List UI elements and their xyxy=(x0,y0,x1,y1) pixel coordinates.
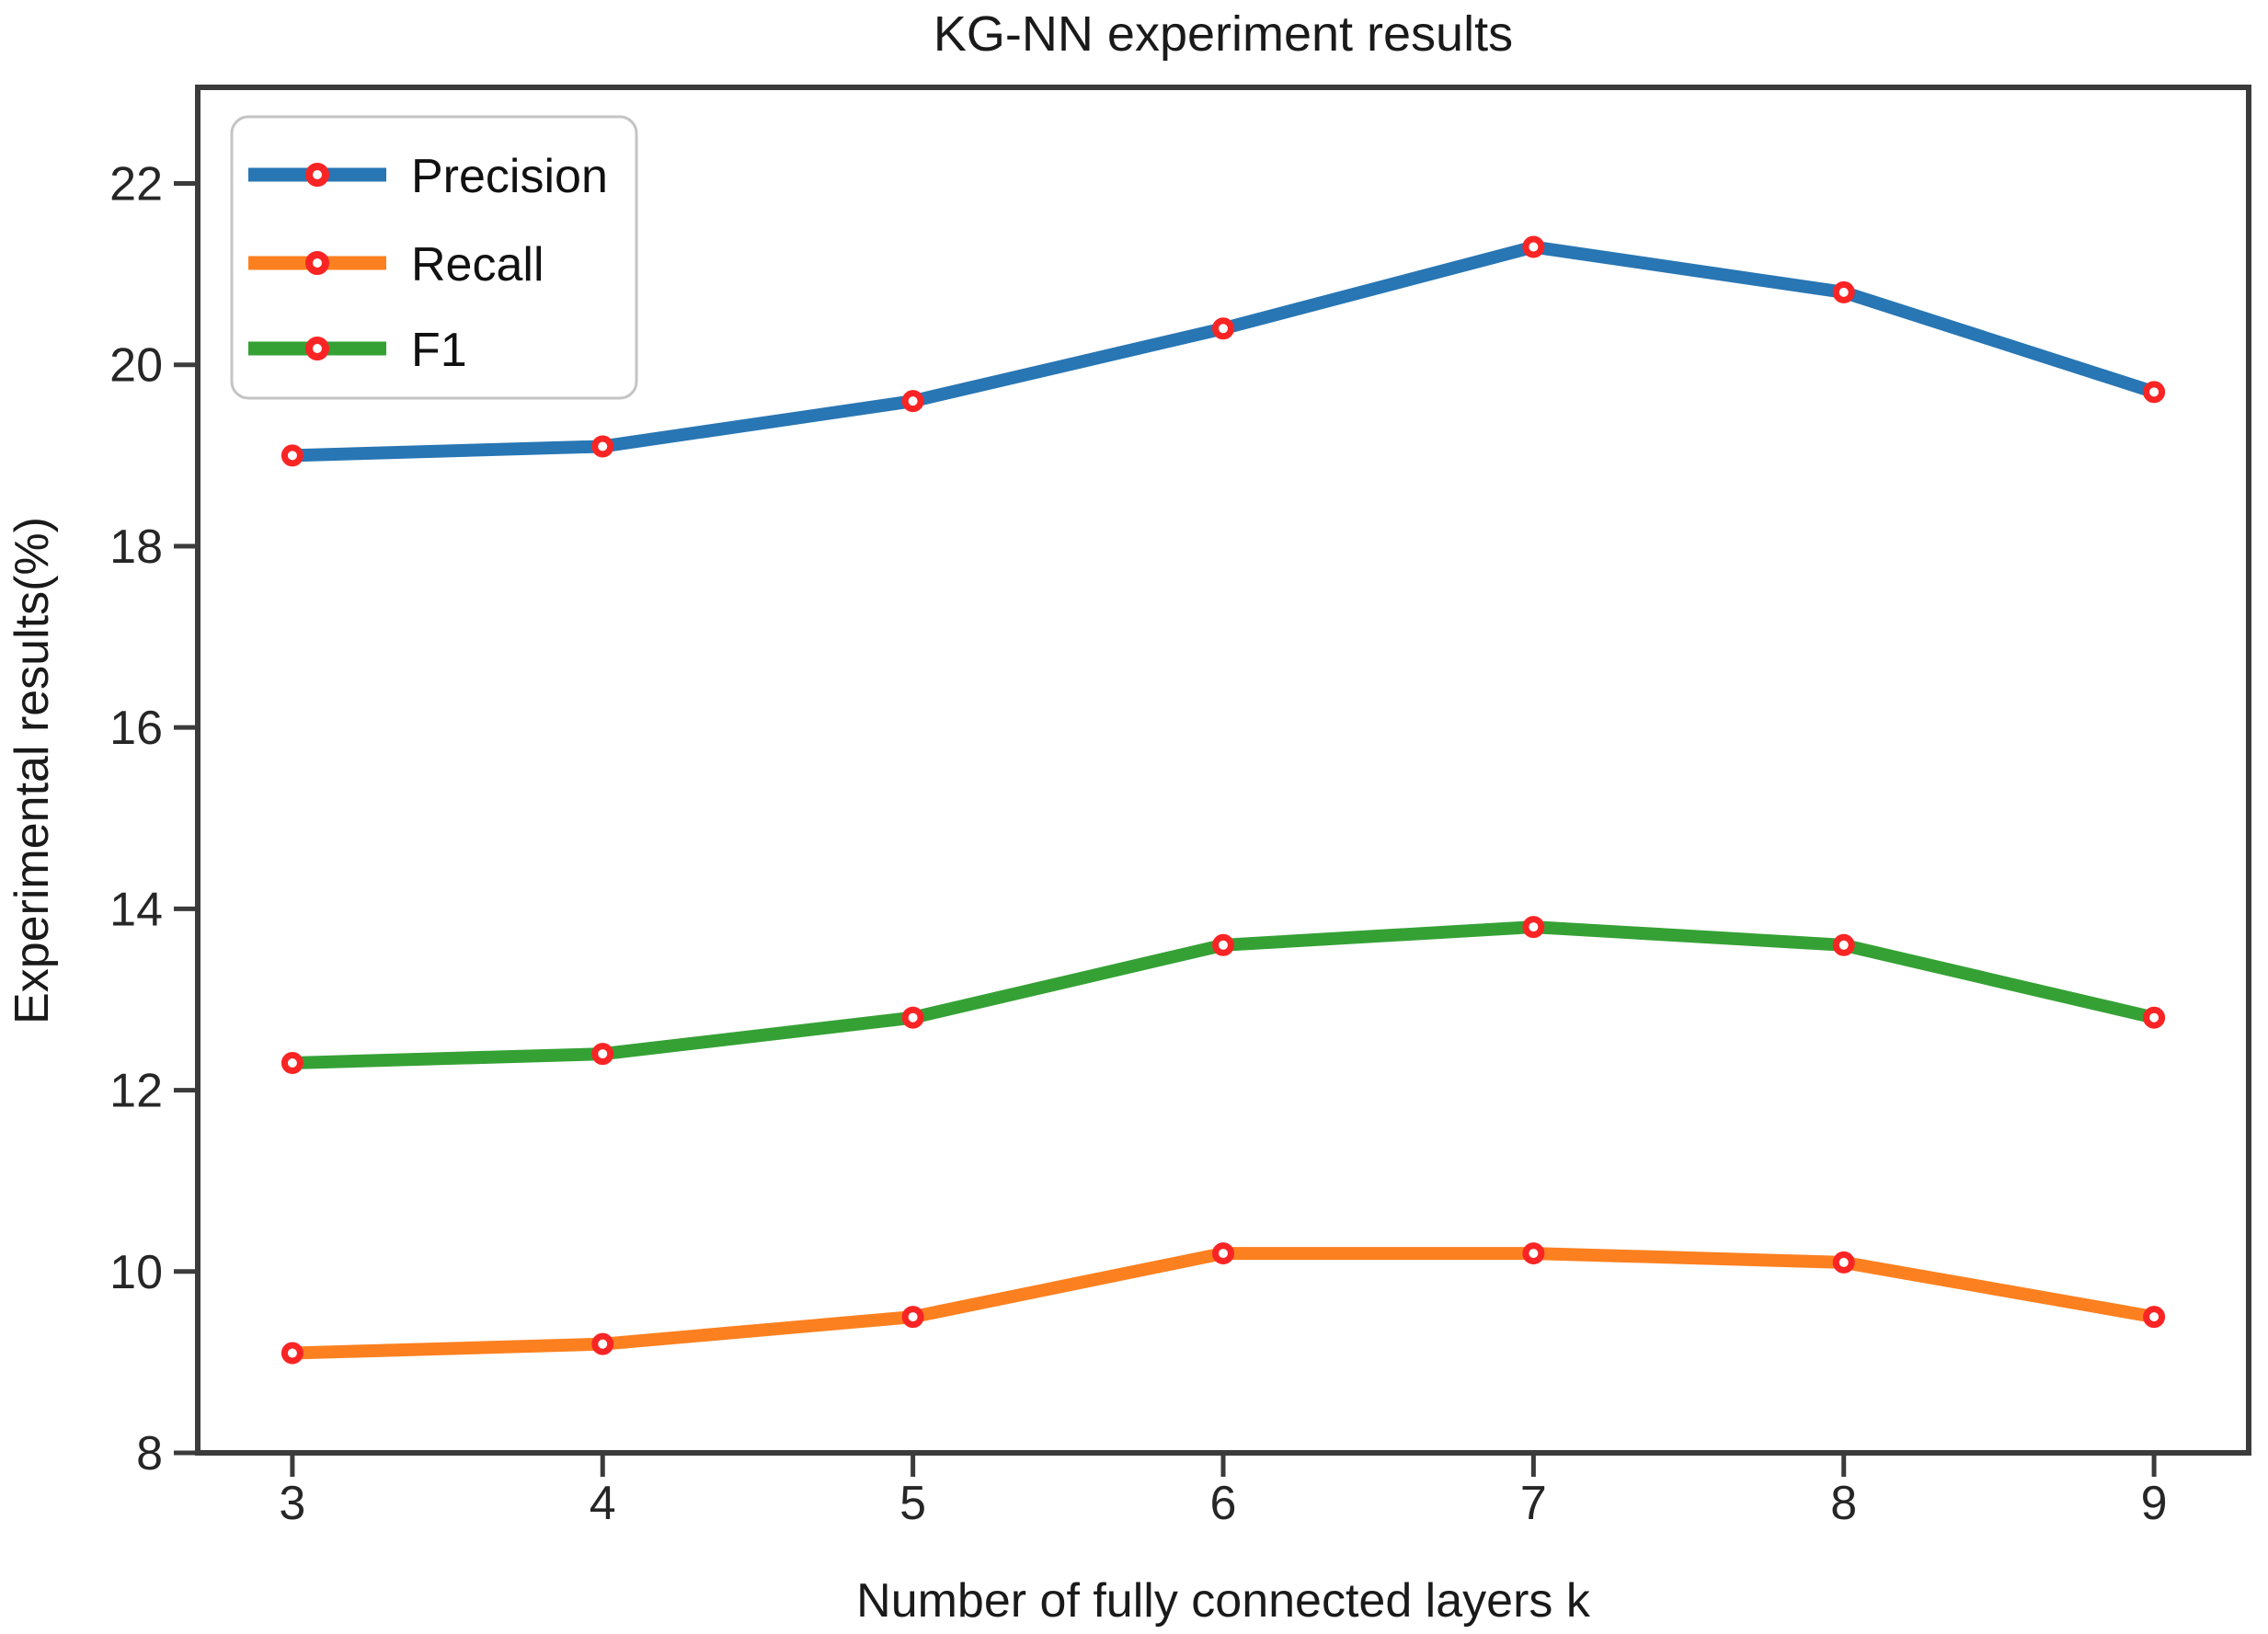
legend-label-f1: F1 xyxy=(411,324,467,377)
y-tick-label: 14 xyxy=(109,883,163,936)
x-tick-label: 6 xyxy=(1210,1477,1237,1530)
plot-border xyxy=(195,85,2251,1456)
marker-precision-k7 xyxy=(1522,235,1545,258)
marker-f1-k7 xyxy=(1522,916,1545,939)
marker-precision-k4 xyxy=(591,435,614,458)
marker-recall-k7 xyxy=(1522,1242,1545,1265)
marker-recall-k6 xyxy=(1212,1242,1234,1265)
axis-ticks: 8 10 12 14 16 18 20 22 3 4 5 6 7 8 9 xyxy=(109,158,2167,1530)
y-tick-label: 10 xyxy=(109,1246,163,1299)
legend-marker-recall xyxy=(305,251,329,275)
marker-recall-k4 xyxy=(591,1332,614,1355)
x-tick-label: 7 xyxy=(1520,1477,1547,1530)
x-tick-label: 3 xyxy=(279,1477,305,1530)
x-tick-label: 9 xyxy=(2141,1477,2168,1530)
marker-precision-k3 xyxy=(281,444,304,467)
marker-f1-k5 xyxy=(901,1006,924,1029)
y-axis-label: Experimental results(%) xyxy=(6,517,59,1024)
x-tick-label: 8 xyxy=(1830,1477,1857,1530)
y-tick-label: 8 xyxy=(136,1427,163,1480)
legend-label-precision: Precision xyxy=(411,150,608,203)
legend-entries: Precision Recall F1 xyxy=(248,150,608,377)
marker-precision-k6 xyxy=(1212,317,1234,340)
marker-precision-k8 xyxy=(1832,280,1855,303)
y-tick-label: 12 xyxy=(109,1065,163,1118)
y-tick-label: 22 xyxy=(109,158,163,211)
series-line-recall xyxy=(285,1247,2161,1360)
legend-box xyxy=(230,115,638,400)
legend-label-recall: Recall xyxy=(411,238,544,291)
legend-marker-precision xyxy=(305,163,329,187)
series-lines xyxy=(285,240,2161,1360)
x-axis-label: Number of fully connected layers k xyxy=(856,1574,1591,1628)
chart-title: KG-NN experiment results xyxy=(934,6,1513,62)
marker-recall-k9 xyxy=(2143,1306,2166,1329)
y-tick-label: 18 xyxy=(109,520,163,574)
marker-f1-k6 xyxy=(1212,933,1234,956)
marker-recall-k3 xyxy=(281,1342,304,1365)
x-tick-label: 4 xyxy=(590,1477,616,1530)
marker-recall-k8 xyxy=(1832,1251,1855,1274)
legend: Precision Recall F1 xyxy=(230,115,638,400)
y-tick-label: 20 xyxy=(109,339,163,393)
marker-f1-k8 xyxy=(1832,933,1855,956)
marker-precision-k5 xyxy=(901,390,924,413)
marker-f1-k9 xyxy=(2143,1006,2166,1029)
marker-f1-k4 xyxy=(591,1043,614,1066)
legend-marker-f1 xyxy=(305,337,329,360)
marker-recall-k5 xyxy=(901,1306,924,1329)
data-point-markers xyxy=(281,235,2166,1365)
marker-precision-k9 xyxy=(2143,381,2166,404)
y-tick-label: 16 xyxy=(109,702,163,755)
marker-f1-k3 xyxy=(281,1051,304,1074)
x-tick-label: 5 xyxy=(899,1477,926,1530)
